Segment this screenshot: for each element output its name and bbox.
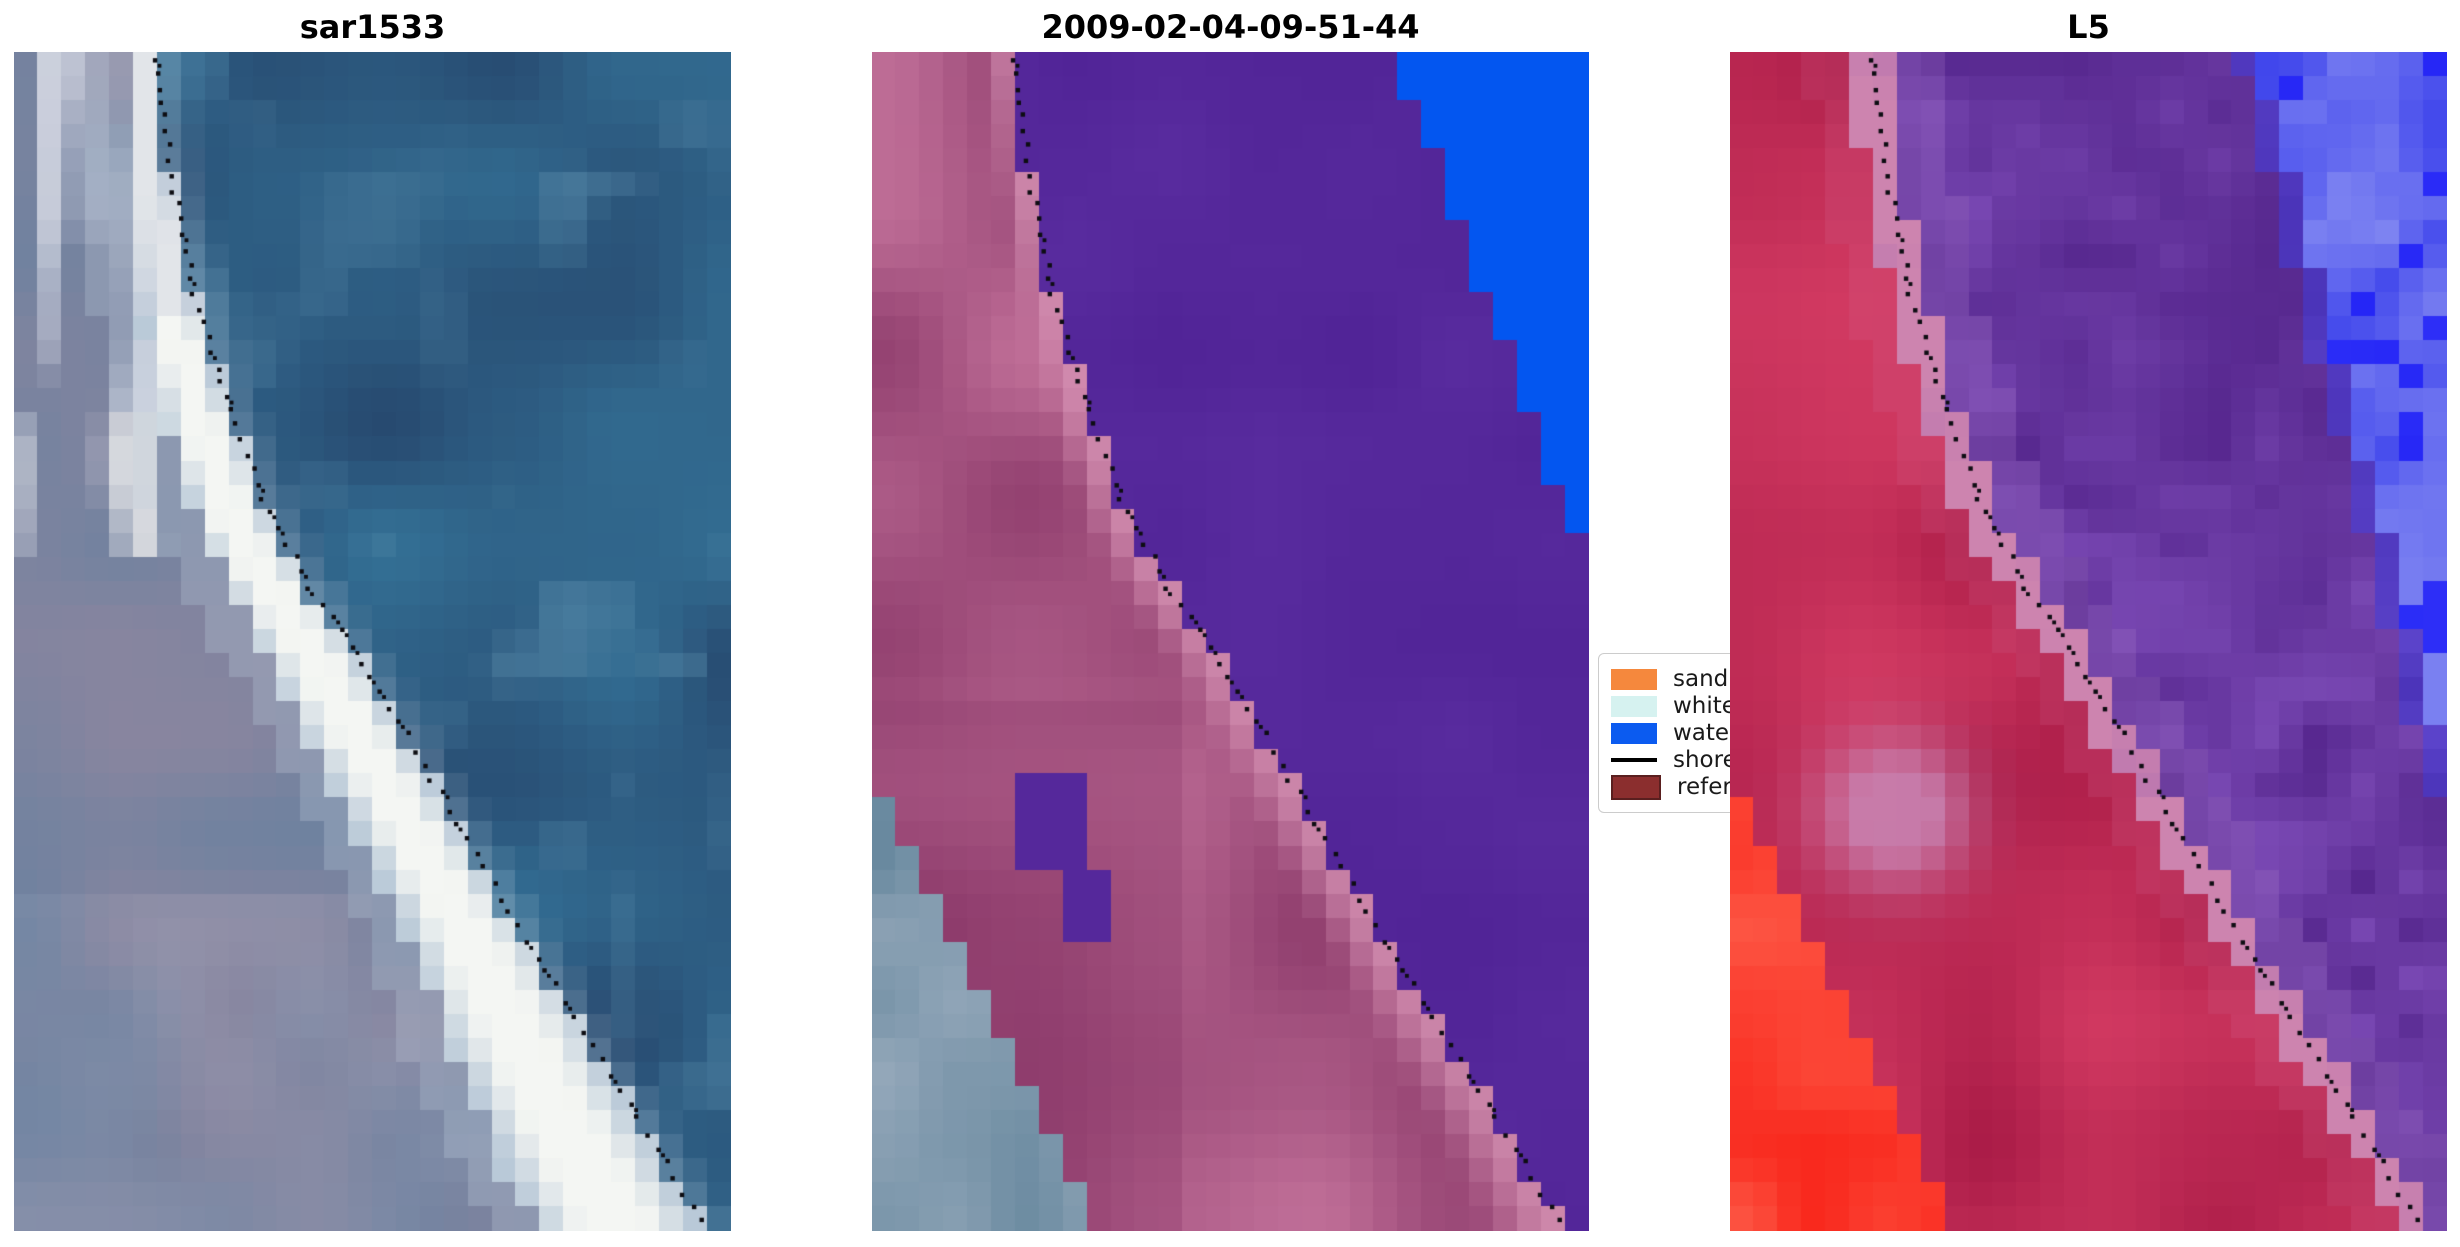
panel-image-l5 [1730,52,2447,1231]
legend-item-sand: sand [1611,666,1877,692]
panel-title-date: 2009-02-04-09-51-44 [1041,8,1420,46]
legend-swatch-reference [1611,774,1661,800]
legend-label-water: water [1673,720,1739,746]
legend-swatch-water [1611,722,1657,744]
legend-swatch-sand [1611,668,1657,690]
legend-item-water: water [1611,720,1877,746]
panel-image-sar1533 [14,52,731,1231]
panel-title-l5: L5 [2067,8,2110,46]
panel-image-classified [872,52,1589,1231]
legend-swatch-shoreline [1611,758,1657,762]
legend-label-sand: sand [1673,666,1729,692]
panel-title-sar1533: sar1533 [299,8,446,46]
legend-swatch-whitewater [1611,695,1657,717]
